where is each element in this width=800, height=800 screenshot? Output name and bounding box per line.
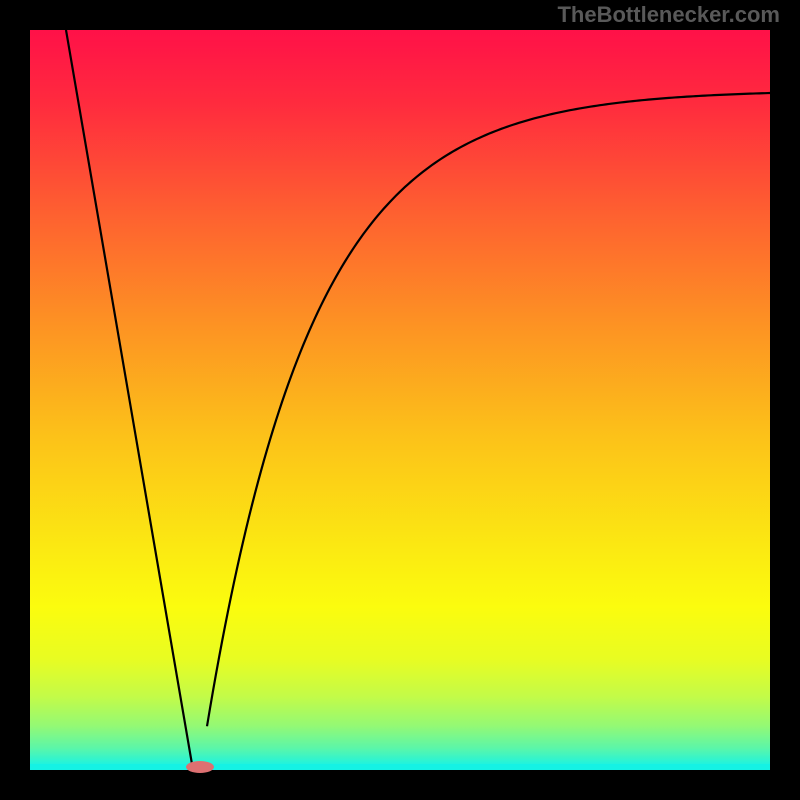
- bottom-strip: [30, 764, 770, 770]
- plot-background: [30, 30, 770, 770]
- optimum-marker: [186, 761, 214, 773]
- chart-container: { "watermark": { "text": "TheBottlenecke…: [0, 0, 800, 800]
- bottleneck-chart: [0, 0, 800, 800]
- watermark-text: TheBottlenecker.com: [557, 2, 780, 28]
